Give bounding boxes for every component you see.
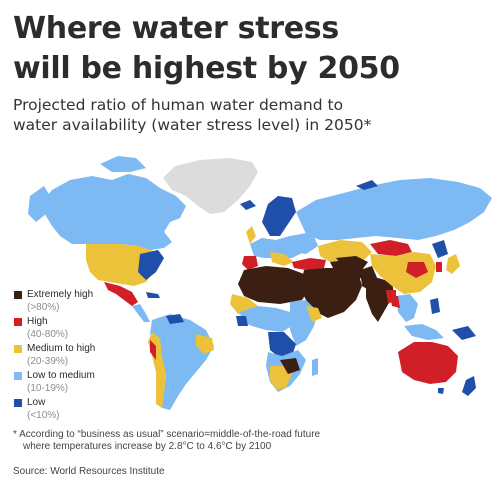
eastern-europe — [290, 232, 318, 254]
west-africa-low — [236, 316, 248, 326]
central-asia-south — [336, 256, 368, 270]
canada — [40, 174, 186, 250]
botswana — [280, 358, 300, 374]
legend-item-high: High (40-80%) — [14, 315, 144, 342]
legend-range: (20-39%) — [27, 356, 69, 367]
legend-label: High — [27, 316, 48, 327]
brazil-east — [196, 334, 214, 354]
legend-label: Low — [27, 397, 46, 408]
legend-item-medium-to-high: Medium to high (20-39%) — [14, 342, 144, 369]
legend-label: Extremely high — [27, 289, 94, 300]
canada-islands — [100, 156, 146, 172]
tasmania — [438, 388, 444, 394]
world-map — [28, 156, 492, 410]
alaska — [28, 186, 50, 222]
central-america — [132, 304, 150, 322]
madagascar — [312, 358, 318, 376]
new-zealand — [462, 376, 476, 396]
china-northeast — [432, 240, 448, 258]
caribbean — [146, 292, 160, 298]
title-line-1: Where water stress — [13, 11, 339, 46]
peru-high — [150, 340, 156, 360]
legend-swatch — [14, 318, 22, 326]
china-north — [406, 262, 428, 278]
myanmar — [390, 296, 400, 308]
footnote-line-1: * According to “business as usual” scena… — [13, 429, 321, 440]
subtitle-line-1: Projected ratio of human water demand to — [13, 96, 344, 114]
title-line-2: will be highest by 2050 — [13, 51, 400, 86]
chart-title: Where water stress will be highest by 20… — [13, 9, 483, 89]
southeast-asia — [396, 294, 418, 322]
europe-west — [250, 236, 304, 258]
legend-item-extremely-high: Extremely high (>80%) — [14, 288, 144, 315]
iberia — [242, 256, 258, 270]
greenland — [163, 158, 258, 214]
indonesia — [404, 324, 444, 340]
legend-item-low: Low (<10%) — [14, 396, 144, 423]
legend: Extremely high (>80%) High (40-80%) Medi… — [14, 288, 144, 423]
venezuela — [166, 314, 184, 324]
legend-swatch — [14, 345, 22, 353]
source-credit: Source: World Resources Institute — [13, 466, 165, 477]
middle-east — [300, 268, 362, 318]
horn-of-africa — [306, 306, 322, 322]
legend-label: Medium to high — [27, 343, 96, 354]
legend-swatch — [14, 291, 22, 299]
north-africa — [238, 266, 310, 304]
legend-range: (40-80%) — [27, 329, 69, 340]
india — [366, 278, 394, 322]
footnote: * According to “business as usual” scena… — [13, 429, 483, 453]
chart-subtitle: Projected ratio of human water demand to… — [13, 95, 483, 135]
uk — [246, 226, 256, 244]
legend-item-low-to-medium: Low to medium (10-19%) — [14, 369, 144, 396]
footnote-line-2: where temperatures increase by 2.8°C to … — [23, 441, 272, 452]
southern-africa-dry — [270, 366, 292, 390]
legend-range: (10-19%) — [27, 383, 69, 394]
legend-range: (>80%) — [27, 302, 60, 313]
mexico — [104, 282, 138, 306]
japan — [446, 254, 460, 274]
subtitle-line-2: water availability (water stress level) … — [13, 116, 372, 134]
italy-balkans — [270, 252, 294, 266]
australia — [398, 342, 458, 384]
central-africa — [268, 332, 296, 358]
siberia-islands — [356, 180, 378, 190]
usa-east — [138, 250, 164, 280]
west-africa — [240, 306, 292, 332]
legend-swatch — [14, 372, 22, 380]
papua — [452, 326, 476, 340]
legend-range: (<10%) — [27, 410, 60, 421]
legend-swatch — [14, 399, 22, 407]
iceland — [240, 200, 256, 210]
scandinavia — [262, 196, 296, 236]
turkey — [292, 258, 326, 270]
legend-label: Low to medium — [27, 370, 95, 381]
mongolia — [370, 240, 412, 256]
russia — [296, 178, 492, 240]
philippines — [430, 298, 440, 314]
korea — [436, 262, 442, 272]
